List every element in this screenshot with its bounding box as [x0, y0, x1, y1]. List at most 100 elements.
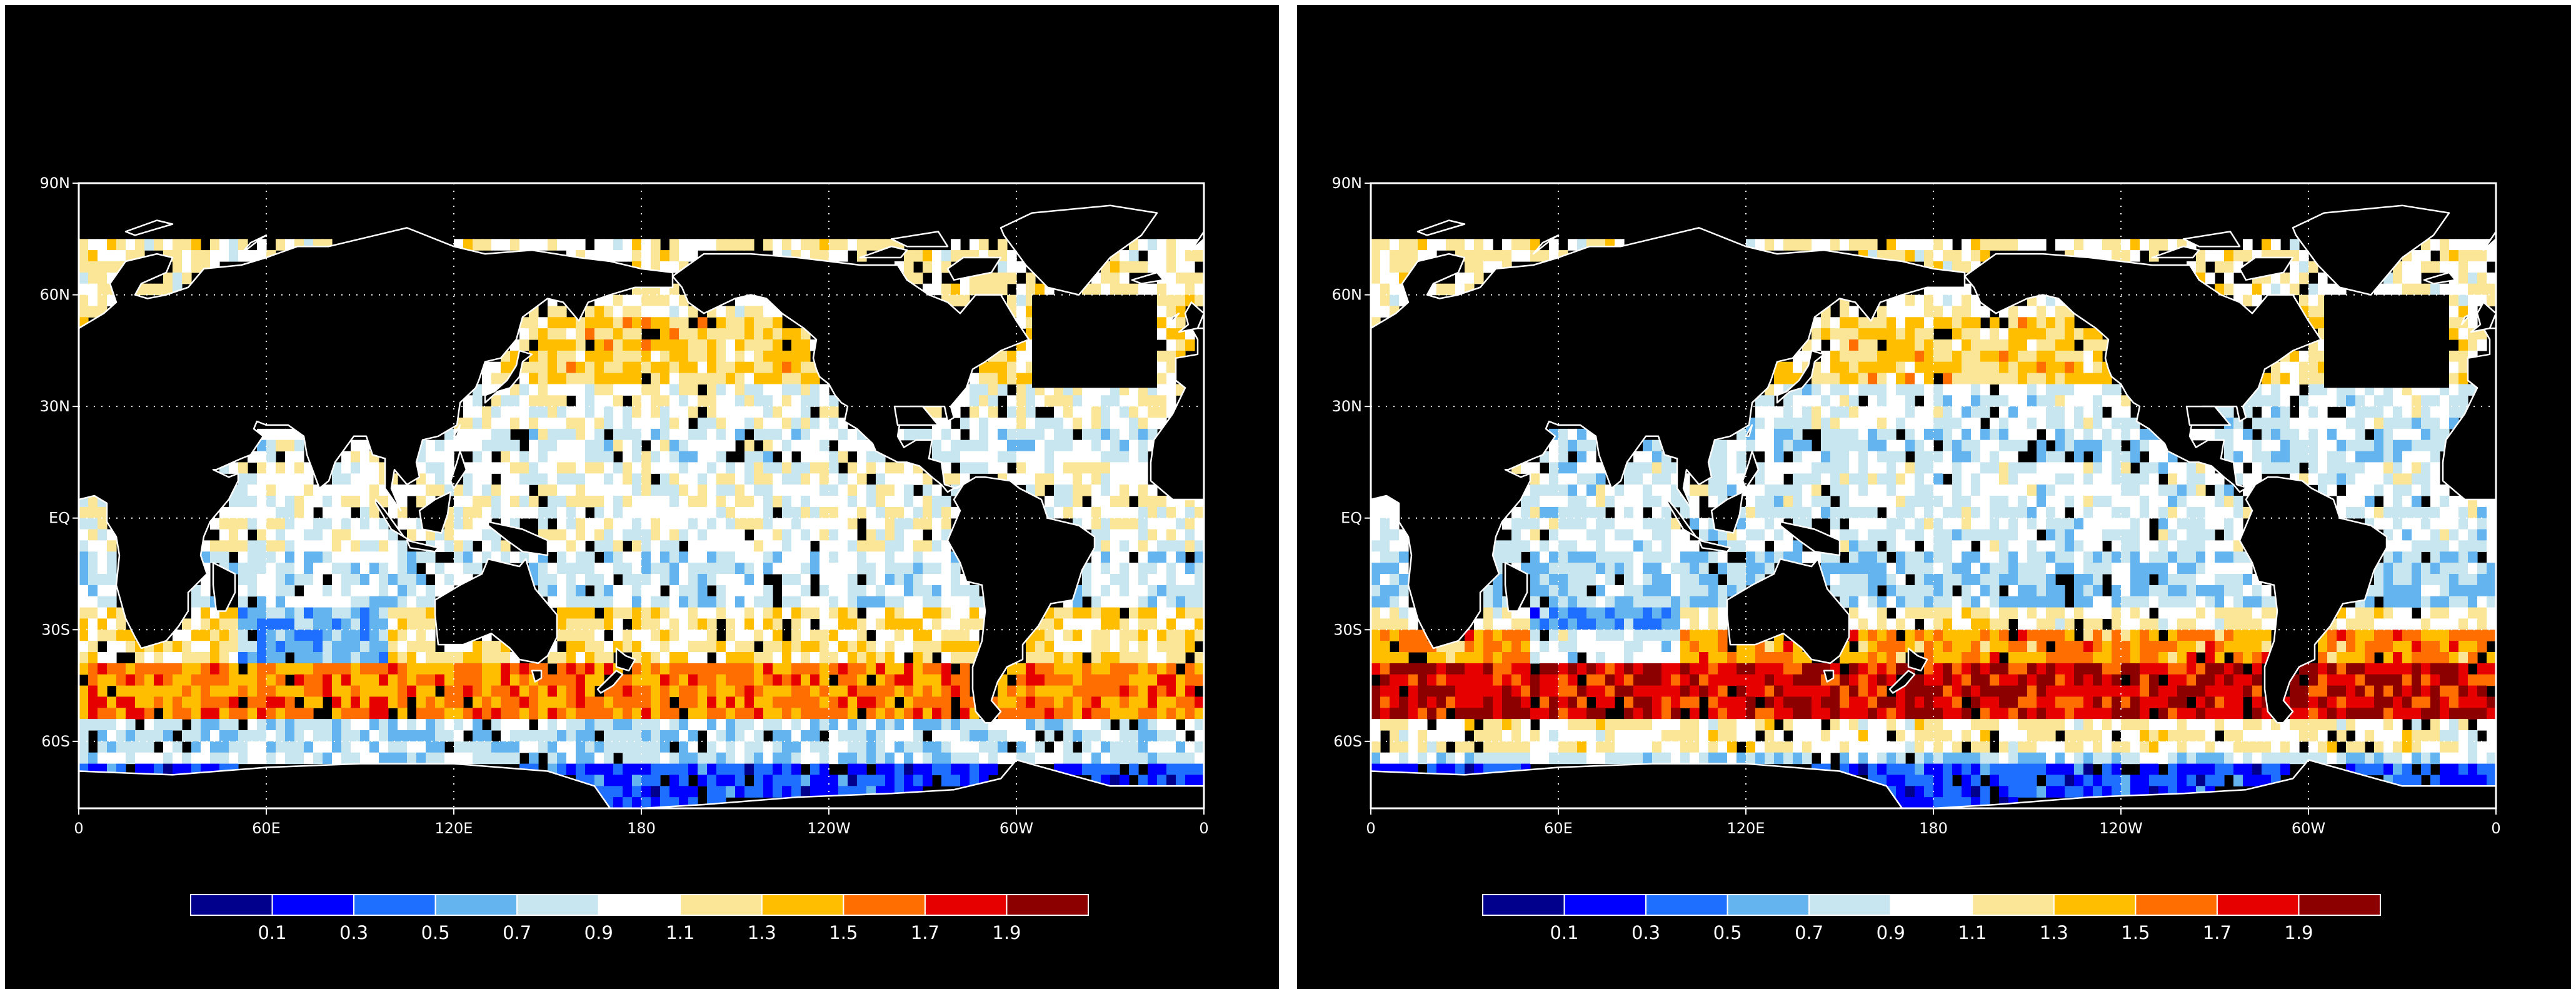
ocean-cell: [1521, 630, 1531, 641]
ocean-cell: [1054, 663, 1064, 675]
ocean-cell: [791, 652, 801, 664]
ocean-cell: [1680, 596, 1690, 608]
ocean-cell: [538, 719, 548, 731]
ocean-cell: [801, 696, 811, 708]
ocean-cell: [1380, 239, 1390, 251]
ocean-cell: [1129, 741, 1139, 753]
ocean-cell: [651, 239, 661, 251]
ocean-cell: [613, 719, 623, 731]
ocean-cell: [1511, 641, 1521, 653]
ocean-cell: [1624, 685, 1634, 698]
ocean-cell: [735, 663, 745, 675]
ocean-cell: [201, 652, 211, 664]
ocean-cell: [660, 406, 670, 418]
ocean-cell: [1746, 439, 1756, 452]
ocean-cell: [323, 719, 333, 731]
ocean-cell: [698, 529, 708, 541]
ocean-cell: [1026, 272, 1036, 284]
ocean-cell: [923, 484, 933, 496]
ocean-cell: [1110, 518, 1120, 530]
ocean-cell: [744, 730, 754, 742]
ocean-cell: [923, 630, 933, 641]
ocean-cell: [1511, 741, 1521, 753]
ocean-cell: [1045, 641, 1055, 653]
ocean-cell: [782, 328, 792, 340]
ocean-cell: [398, 641, 408, 653]
ocean-cell: [1054, 752, 1064, 765]
ocean-cell: [641, 496, 651, 508]
ocean-cell: [1652, 506, 1662, 519]
ocean-cell: [1586, 551, 1596, 563]
ocean-cell: [632, 439, 642, 452]
ocean-cell: [510, 752, 520, 765]
ocean-cell: [585, 361, 595, 374]
ocean-cell: [698, 339, 708, 351]
ocean-cell: [895, 518, 905, 530]
ocean-cell: [1502, 239, 1512, 251]
ocean-cell: [1063, 763, 1073, 776]
ocean-cell: [1176, 752, 1186, 765]
ocean-cell: [744, 563, 754, 575]
ocean-cell: [744, 540, 754, 552]
ocean-cell: [182, 696, 192, 708]
ocean-cell: [660, 361, 670, 374]
ocean-cell: [941, 563, 951, 575]
ocean-cell: [1661, 506, 1671, 519]
ocean-cell: [548, 473, 558, 485]
ocean-cell: [1436, 652, 1446, 664]
ocean-cell: [1035, 283, 1045, 296]
ocean-cell: [1680, 563, 1690, 575]
ocean-cell: [1521, 506, 1531, 519]
ocean-cell: [819, 786, 829, 798]
ocean-cell: [838, 652, 848, 664]
ocean-cell: [604, 618, 614, 630]
ocean-cell: [1380, 574, 1390, 586]
ocean-cell: [548, 696, 558, 708]
ocean-cell: [801, 730, 811, 742]
ocean-cell: [1671, 585, 1681, 597]
ocean-cell: [266, 630, 276, 641]
ocean-cell: [904, 551, 914, 563]
ocean-cell: [1054, 418, 1064, 429]
ocean-cell: [1661, 484, 1671, 496]
ocean-cell: [1540, 752, 1550, 765]
ocean-cell: [1120, 652, 1130, 664]
ocean-cell: [1521, 752, 1531, 765]
ocean-cell: [932, 607, 942, 620]
ocean-cell: [1643, 685, 1653, 698]
ocean-cell: [191, 696, 201, 708]
ocean-cell: [1643, 462, 1653, 474]
ocean-cell: [838, 451, 848, 463]
ocean-cell: [698, 775, 708, 786]
ocean-cell: [519, 506, 529, 519]
ocean-cell: [1633, 451, 1643, 463]
ocean-cell: [1605, 540, 1615, 552]
ocean-cell: [332, 696, 342, 708]
ocean-cell: [116, 752, 126, 765]
ocean-cell: [604, 462, 614, 474]
ocean-cell: [1063, 451, 1073, 463]
ocean-cell: [1558, 428, 1568, 441]
ocean-cell: [1474, 674, 1484, 686]
ocean-cell: [126, 674, 136, 686]
ocean-cell: [463, 473, 473, 485]
ocean-cell: [1718, 473, 1728, 485]
ocean-cell: [1101, 418, 1111, 429]
ocean-cell: [229, 741, 239, 753]
ocean-cell: [1474, 752, 1484, 765]
ocean-cell: [79, 574, 89, 586]
ocean-cell: [932, 741, 942, 753]
ocean-cell: [557, 239, 567, 251]
ocean-cell: [1148, 663, 1158, 675]
ocean-cell: [473, 406, 483, 418]
ocean-cell: [829, 250, 839, 262]
ocean-cell: [1727, 585, 1737, 597]
ocean-cell: [970, 741, 980, 753]
ocean-cell: [473, 428, 483, 441]
ocean-cell: [1101, 708, 1111, 720]
ocean-cell: [304, 652, 314, 664]
ocean-cell: [848, 618, 858, 630]
ocean-cell: [416, 752, 426, 765]
ocean-cell: [1026, 719, 1036, 731]
ocean-cell: [801, 596, 811, 608]
